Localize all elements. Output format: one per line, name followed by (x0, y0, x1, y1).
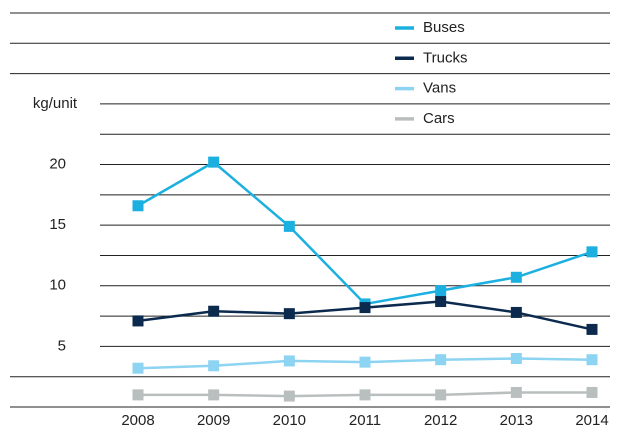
legend-label: Vans (423, 80, 456, 97)
point-marker (510, 306, 522, 318)
point-marker (283, 390, 295, 402)
point-marker (510, 386, 522, 398)
legend-label: Cars (423, 110, 455, 127)
x-tick-label: 2011 (349, 412, 381, 429)
series-line (137, 160, 593, 306)
point-marker (435, 354, 447, 366)
x-tick-label: 2009 (197, 412, 230, 429)
point-marker (283, 355, 295, 367)
point-marker (208, 389, 220, 401)
point-marker (435, 296, 447, 308)
y-tick-label: 15 (49, 216, 66, 233)
x-tick-label: 2008 (121, 412, 154, 429)
x-tick-label: 2012 (424, 412, 457, 429)
point-marker (359, 302, 371, 314)
point-marker (283, 308, 295, 320)
grid (10, 12, 610, 408)
point-marker (510, 271, 522, 283)
point-marker (586, 386, 598, 398)
point-marker (435, 285, 447, 297)
y-tick-label: 10 (49, 277, 66, 294)
point-marker (586, 246, 598, 258)
y-tick-label: 5 (58, 337, 66, 354)
x-tick-label: 2014 (575, 412, 608, 429)
y-tick-label: 20 (49, 156, 66, 173)
legend-label: Trucks (423, 49, 467, 66)
point-marker (208, 360, 220, 372)
point-marker (359, 356, 371, 368)
point-marker (208, 305, 220, 317)
x-tick-label: 2010 (273, 412, 306, 429)
legend-label: Buses (423, 19, 465, 36)
point-marker (132, 389, 144, 401)
point-marker (208, 156, 220, 168)
y-axis-label: kg/unit (33, 95, 78, 112)
label-backdrop (10, 90, 100, 360)
point-marker (586, 354, 598, 366)
x-tick-label: 2013 (500, 412, 533, 429)
point-marker (586, 323, 598, 335)
point-marker (359, 389, 371, 401)
point-marker (132, 200, 144, 212)
point-marker (283, 220, 295, 232)
point-marker (132, 362, 144, 374)
point-marker (132, 315, 144, 327)
point-marker (510, 353, 522, 365)
point-marker (435, 389, 447, 401)
